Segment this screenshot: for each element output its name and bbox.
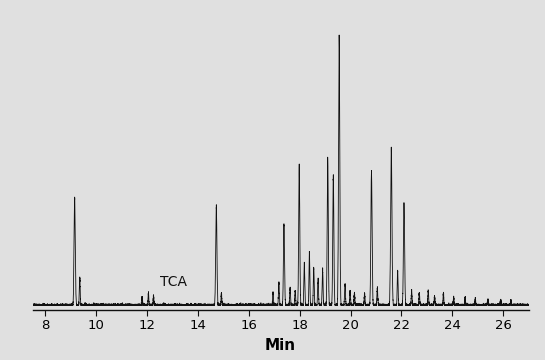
X-axis label: Min: Min — [265, 338, 296, 353]
Text: TCA: TCA — [160, 275, 187, 289]
